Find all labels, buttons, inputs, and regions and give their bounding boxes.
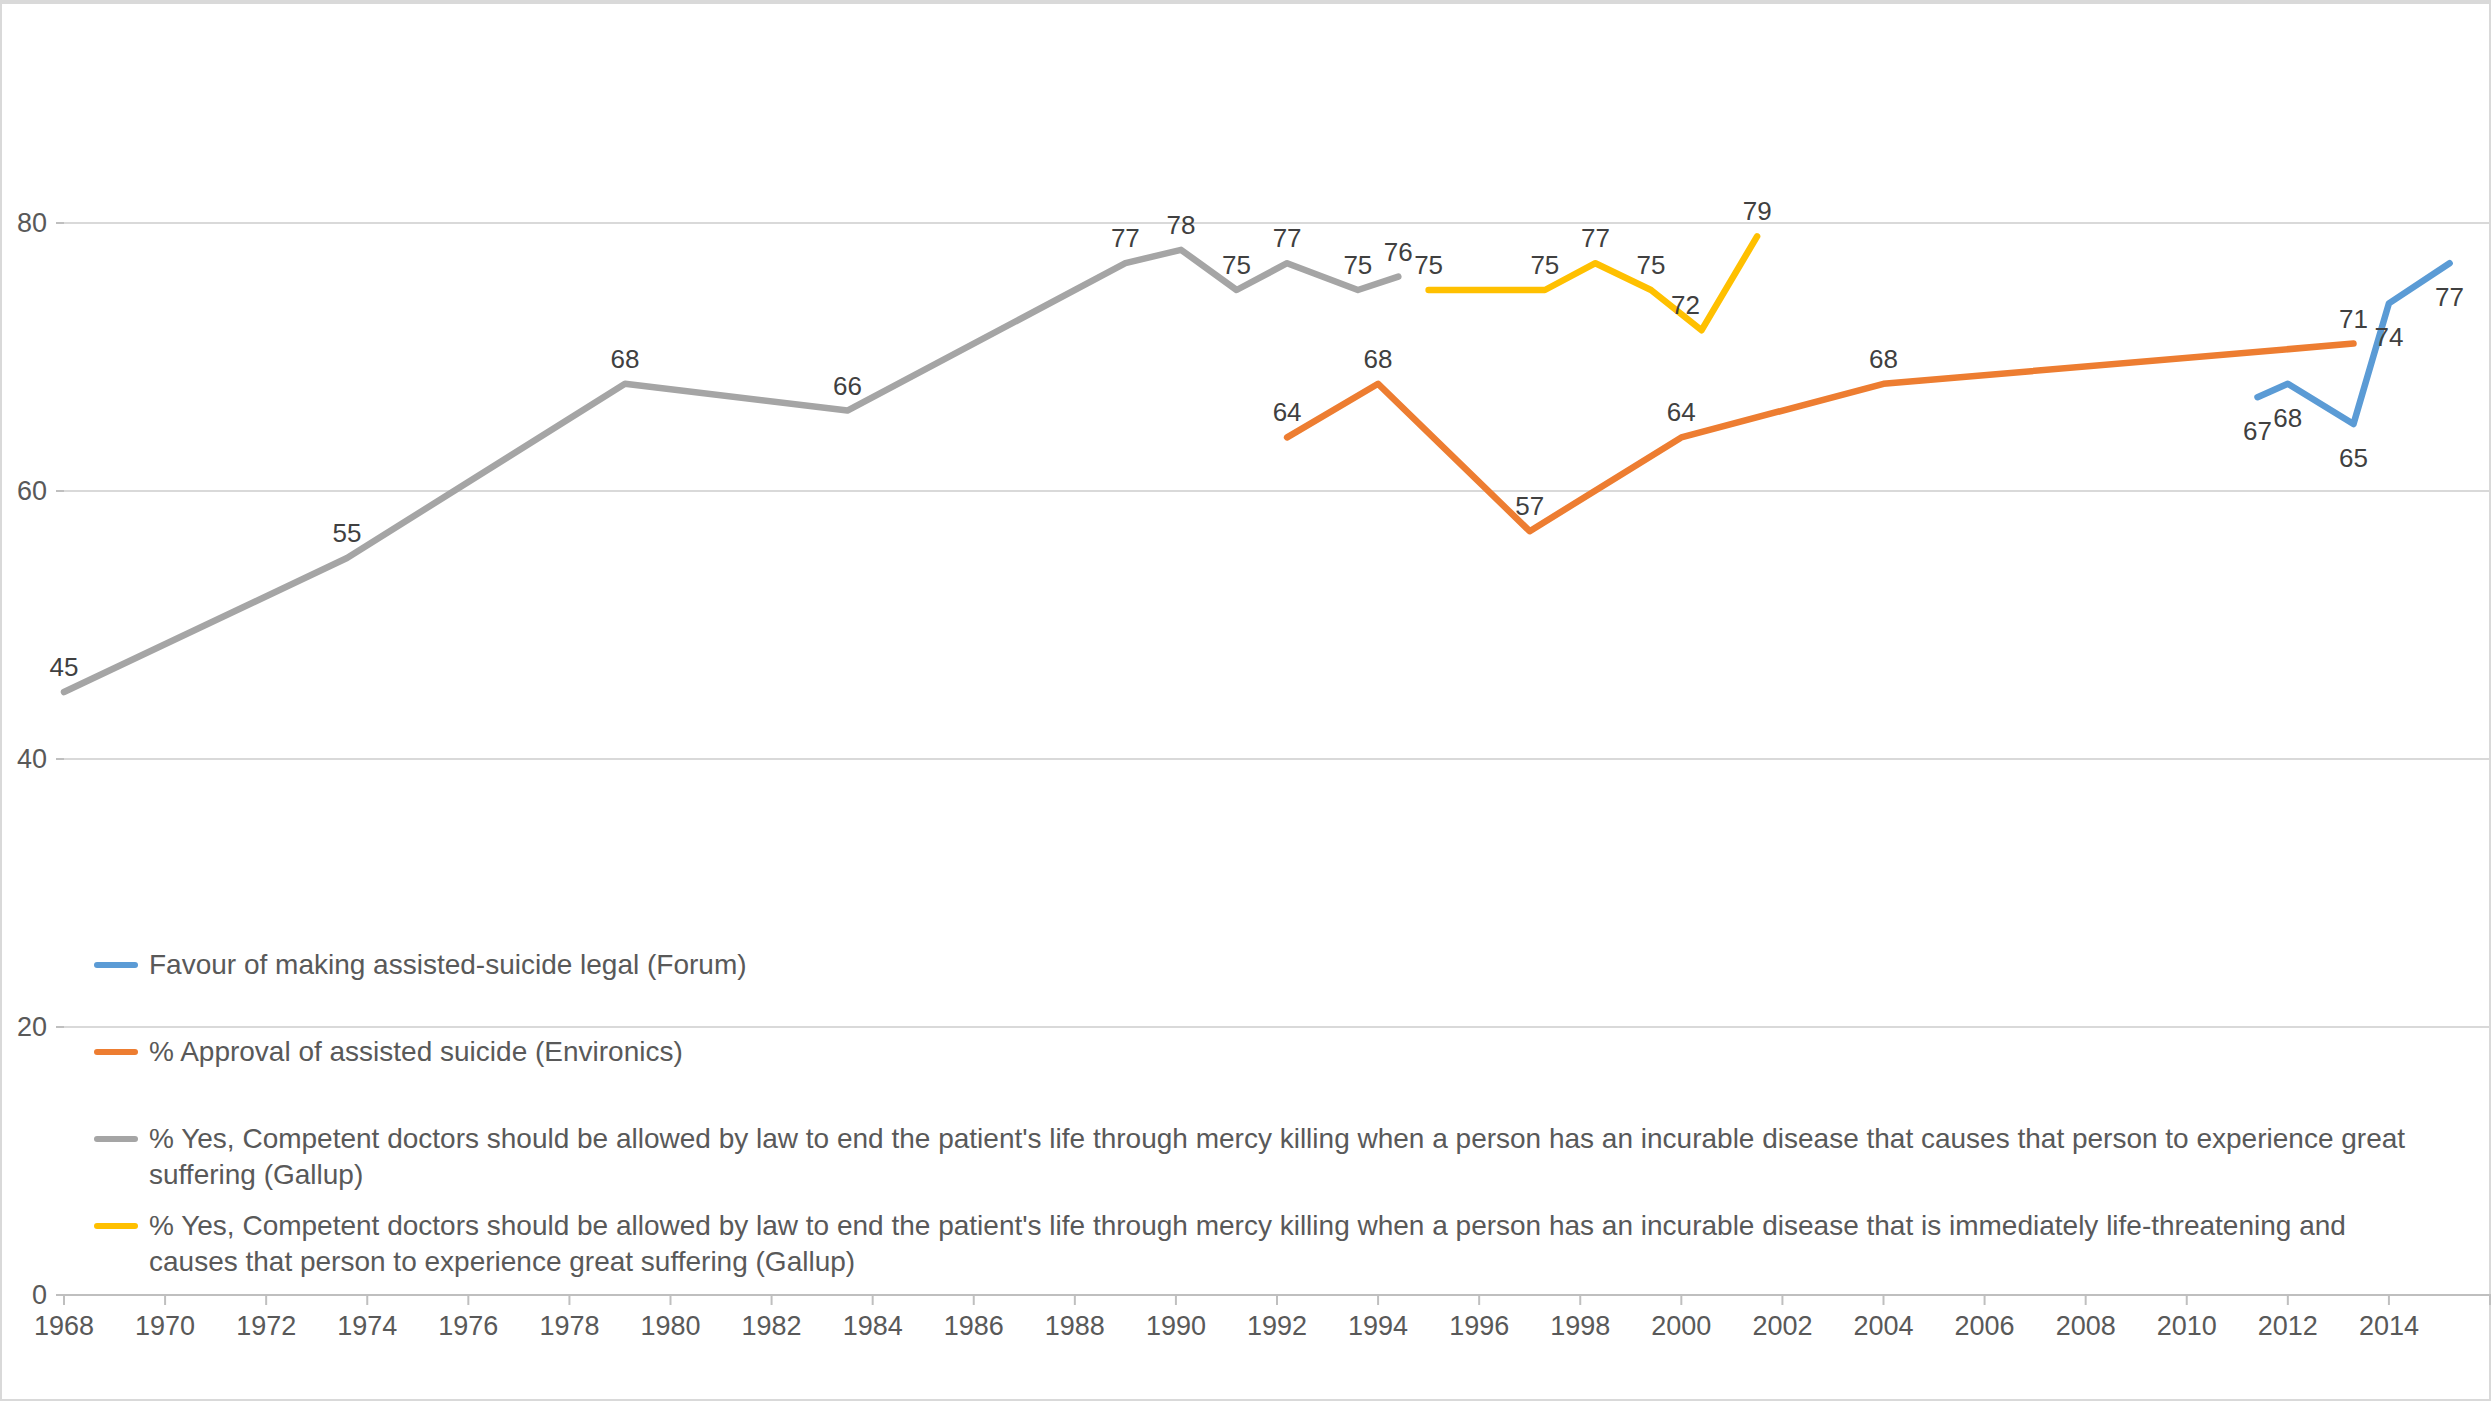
x-tick-label: 1974 [337, 1311, 397, 1341]
data-label-gallup_great_suffering: 78 [1167, 210, 1196, 240]
x-tick-label: 2004 [1853, 1311, 1913, 1341]
data-label-environics: 64 [1667, 397, 1696, 427]
data-label-environics: 57 [1515, 491, 1544, 521]
data-label-environics: 64 [1273, 397, 1302, 427]
data-label-gallup_great_suffering: 77 [1111, 223, 1140, 253]
data-label-gallup_life_threatening: 75 [1637, 250, 1666, 280]
x-tick-label: 1976 [438, 1311, 498, 1341]
x-tick-label: 1992 [1247, 1311, 1307, 1341]
data-label-gallup_great_suffering: 68 [611, 344, 640, 374]
chart-frame: 0 20 40 60 80 1968 1970 1972 1974 1976 1978 1980 198… [0, 0, 2491, 1401]
x-tick-label: 1984 [843, 1311, 903, 1341]
x-tick-label: 1998 [1550, 1311, 1610, 1341]
data-label-environics: 68 [1869, 344, 1898, 374]
data-label-gallup_great_suffering: 45 [50, 652, 79, 682]
x-tick-label: 2010 [2157, 1311, 2217, 1341]
x-tick-label: 2012 [2258, 1311, 2318, 1341]
data-label-environics: 68 [1364, 344, 1393, 374]
data-label-gallup_great_suffering: 66 [833, 371, 862, 401]
data-label-gallup_life_threatening: 77 [1581, 223, 1610, 253]
x-tick-label: 2006 [1955, 1311, 2015, 1341]
data-label-gallup_life_threatening: 75 [1414, 250, 1443, 280]
x-tick-label: 1988 [1045, 1311, 1105, 1341]
x-tick-label: 2014 [2359, 1311, 2419, 1341]
data-label-gallup_life_threatening: 72 [1671, 290, 1700, 320]
y-tick-label: 40 [17, 744, 47, 774]
data-label-gallup_great_suffering: 75 [1222, 250, 1251, 280]
data-label-forum: 67 [2243, 416, 2272, 446]
data-label-forum: 68 [2273, 403, 2302, 433]
line-chart: 0 20 40 60 80 1968 1970 1972 1974 1976 1978 1980 198… [2, 4, 2491, 1401]
data-label-gallup_great_suffering: 76 [1384, 237, 1413, 267]
x-tick-label: 1996 [1449, 1311, 1509, 1341]
x-tick-label: 1978 [539, 1311, 599, 1341]
series-line-gallup_great_suffering [64, 250, 1398, 692]
x-tick-label: 1972 [236, 1311, 296, 1341]
data-label-forum: 77 [2435, 282, 2464, 312]
y-tick-label: 80 [17, 208, 47, 238]
x-tick-label: 2008 [2056, 1311, 2116, 1341]
data-label-forum: 74 [2374, 322, 2403, 352]
x-tick-label: 1986 [944, 1311, 1004, 1341]
x-tick-label: 1968 [34, 1311, 94, 1341]
data-label-forum: 65 [2339, 443, 2368, 473]
data-label-gallup_great_suffering: 55 [333, 518, 362, 548]
series-line-environics [1287, 344, 2353, 532]
y-tick-label: 20 [17, 1012, 47, 1042]
x-tick-label: 1990 [1146, 1311, 1206, 1341]
data-label-gallup_great_suffering: 77 [1273, 223, 1302, 253]
data-label-environics: 71 [2339, 304, 2368, 334]
data-label-gallup_great_suffering: 75 [1343, 250, 1372, 280]
x-tick-label: 2000 [1651, 1311, 1711, 1341]
data-label-gallup_life_threatening: 79 [1743, 196, 1772, 226]
x-tick-label: 1982 [742, 1311, 802, 1341]
x-tick-label: 1980 [640, 1311, 700, 1341]
x-tick-label: 1994 [1348, 1311, 1408, 1341]
x-tick-label: 1970 [135, 1311, 195, 1341]
y-tick-label: 60 [17, 476, 47, 506]
x-tick-label: 2002 [1752, 1311, 1812, 1341]
y-tick-label: 0 [32, 1280, 47, 1310]
data-label-gallup_life_threatening: 75 [1530, 250, 1559, 280]
